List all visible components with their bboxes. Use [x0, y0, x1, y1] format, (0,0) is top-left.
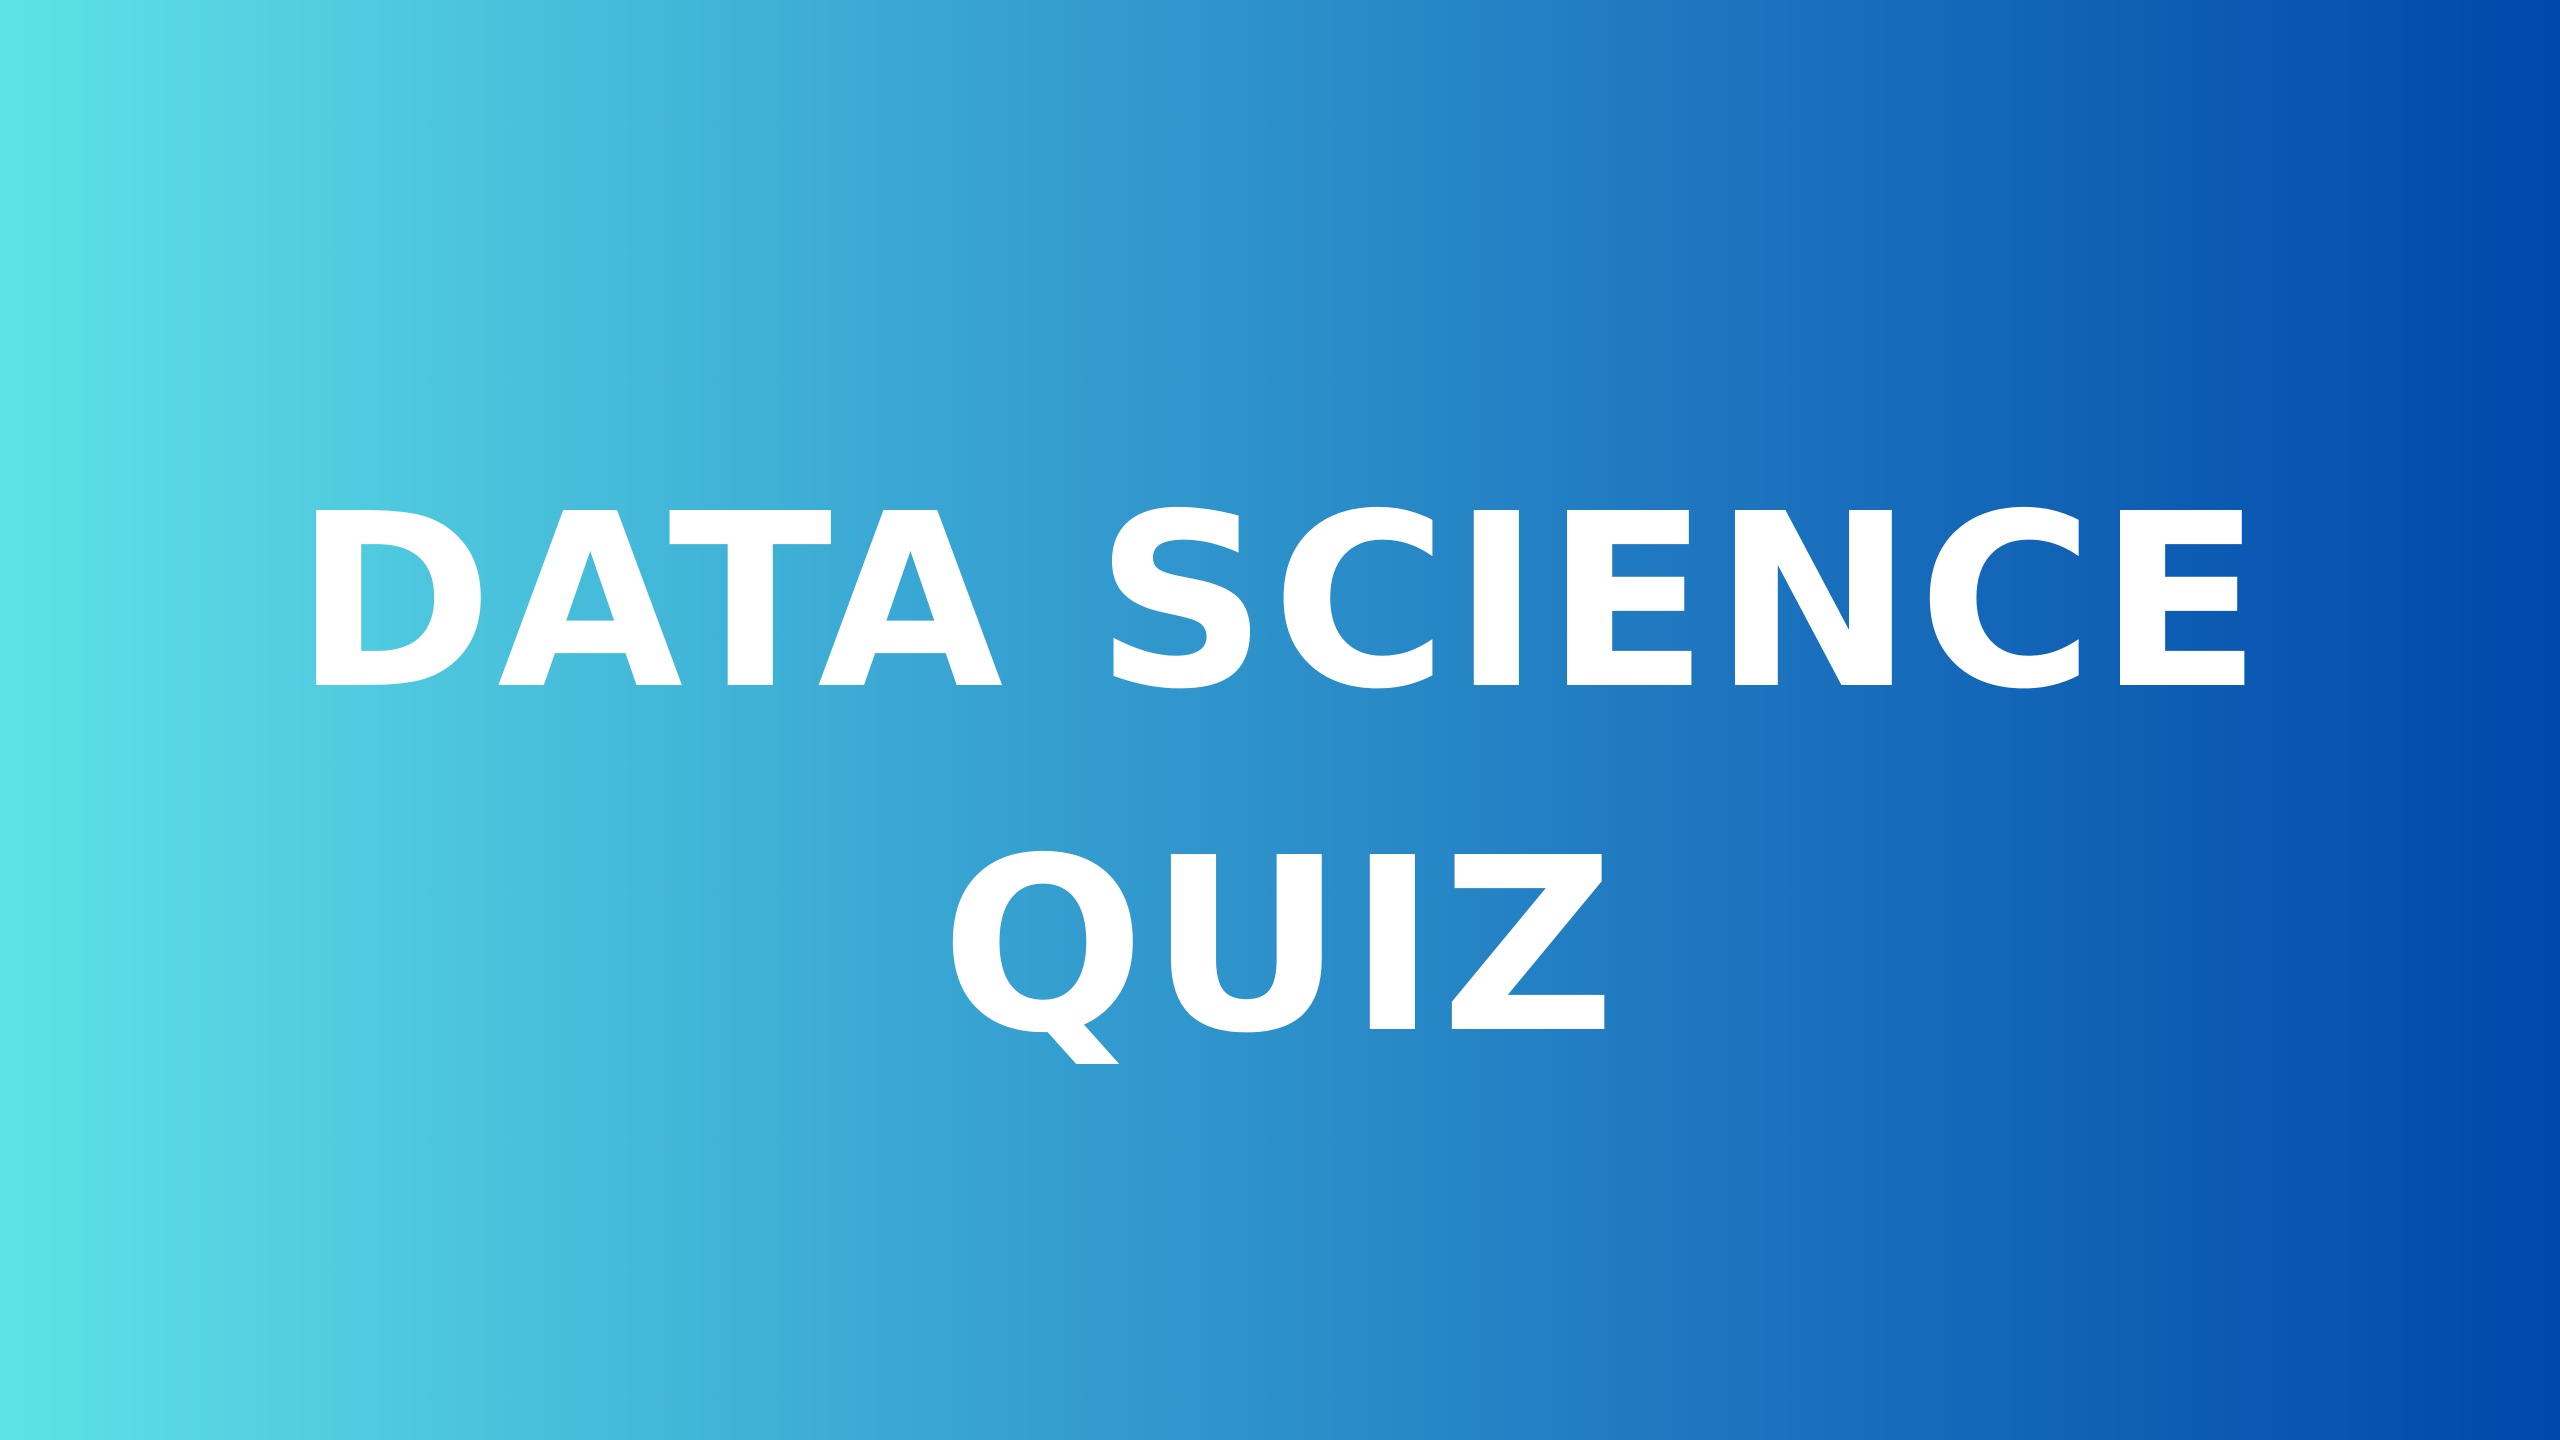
title-line-2: QUIZ	[940, 806, 1620, 1086]
page-title: DATA SCIENCE QUIZ	[0, 430, 2560, 1118]
title-line-1: DATA SCIENCE	[294, 462, 2266, 742]
